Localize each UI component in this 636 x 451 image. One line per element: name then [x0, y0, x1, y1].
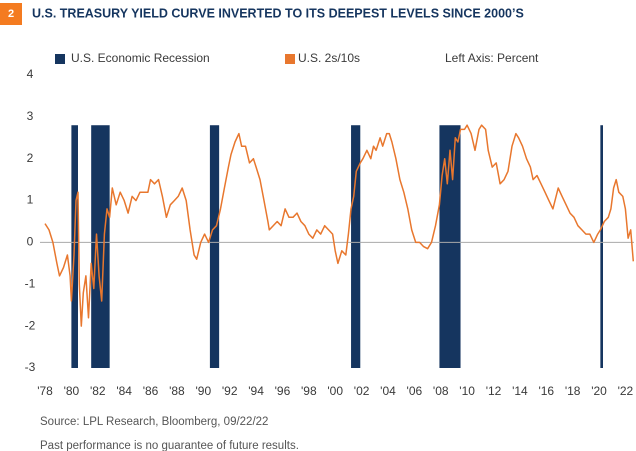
recession-bar: [439, 125, 461, 368]
x-tick-label: '78: [37, 384, 53, 398]
x-tick-label: '12: [486, 384, 502, 398]
legend-label: U.S. Economic Recession: [71, 51, 210, 65]
x-tick-label: '18: [565, 384, 581, 398]
x-tick-label: '86: [143, 384, 159, 398]
x-tick-label: '02: [354, 384, 370, 398]
y-tick-label: 2: [27, 151, 34, 165]
x-tick-label: '06: [407, 384, 423, 398]
x-tick-label: '04: [380, 384, 396, 398]
x-tick-label: '88: [169, 384, 185, 398]
x-tick-label: '94: [248, 384, 264, 398]
recession-bar: [91, 125, 110, 368]
recession-bar: [209, 125, 220, 368]
x-tick-label: '84: [116, 384, 132, 398]
x-tick-label: '82: [90, 384, 106, 398]
series-line: [44, 124, 635, 327]
y-tick-label: -3: [25, 360, 36, 374]
chart-title: U.S. TREASURY YIELD CURVE INVERTED TO IT…: [32, 6, 524, 20]
x-tick-label: '96: [275, 384, 291, 398]
x-tick-label: '16: [538, 384, 554, 398]
y-tick-label: -1: [25, 276, 36, 290]
x-tick-label: '98: [301, 384, 317, 398]
x-tick-label: '80: [64, 384, 80, 398]
axis-note: Left Axis: Percent: [445, 51, 539, 65]
badge-box: [0, 3, 22, 25]
x-tick-label: '08: [433, 384, 449, 398]
recession-bar: [600, 125, 604, 368]
legend-swatch: [55, 54, 65, 64]
legend-swatch: [285, 54, 295, 64]
footnote: Past performance is no guarantee of futu…: [40, 440, 299, 451]
badge: 2: [8, 8, 14, 20]
x-tick-label: '92: [222, 384, 238, 398]
legend-label: U.S. 2s/10s: [298, 51, 360, 65]
x-tick-label: '14: [512, 384, 528, 398]
x-tick-label: '90: [195, 384, 211, 398]
y-tick-label: 4: [27, 67, 34, 81]
source: Source: LPL Research, Bloomberg, 09/22/2…: [40, 416, 268, 428]
x-tick-label: '00: [327, 384, 343, 398]
x-tick-label: '20: [591, 384, 607, 398]
y-tick-label: 0: [27, 235, 34, 249]
recession-bar: [351, 125, 361, 368]
y-tick-label: 3: [27, 109, 34, 123]
y-tick-label: 1: [27, 193, 34, 207]
y-tick-label: -2: [25, 318, 36, 332]
x-tick-label: '22: [618, 384, 634, 398]
x-tick-label: '10: [459, 384, 475, 398]
